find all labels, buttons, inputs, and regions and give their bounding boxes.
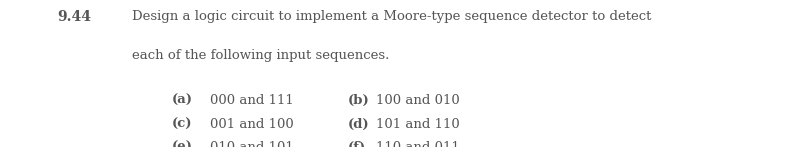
Text: (f): (f) <box>348 141 366 147</box>
Text: each of the following input sequences.: each of the following input sequences. <box>132 49 390 61</box>
Text: (a): (a) <box>172 94 193 107</box>
Text: Design a logic circuit to implement a Moore-type sequence detector to detect: Design a logic circuit to implement a Mo… <box>132 10 651 23</box>
Text: 001 and 100: 001 and 100 <box>210 118 294 131</box>
Text: (c): (c) <box>172 118 193 131</box>
Text: (d): (d) <box>348 118 370 131</box>
Text: 100 and 010: 100 and 010 <box>376 94 460 107</box>
Text: 9.44: 9.44 <box>58 10 91 24</box>
Text: (e): (e) <box>172 141 193 147</box>
Text: 010 and 101: 010 and 101 <box>210 141 294 147</box>
Text: 110 and 011: 110 and 011 <box>376 141 460 147</box>
Text: 000 and 111: 000 and 111 <box>210 94 294 107</box>
Text: (b): (b) <box>348 94 370 107</box>
Text: 101 and 110: 101 and 110 <box>376 118 460 131</box>
